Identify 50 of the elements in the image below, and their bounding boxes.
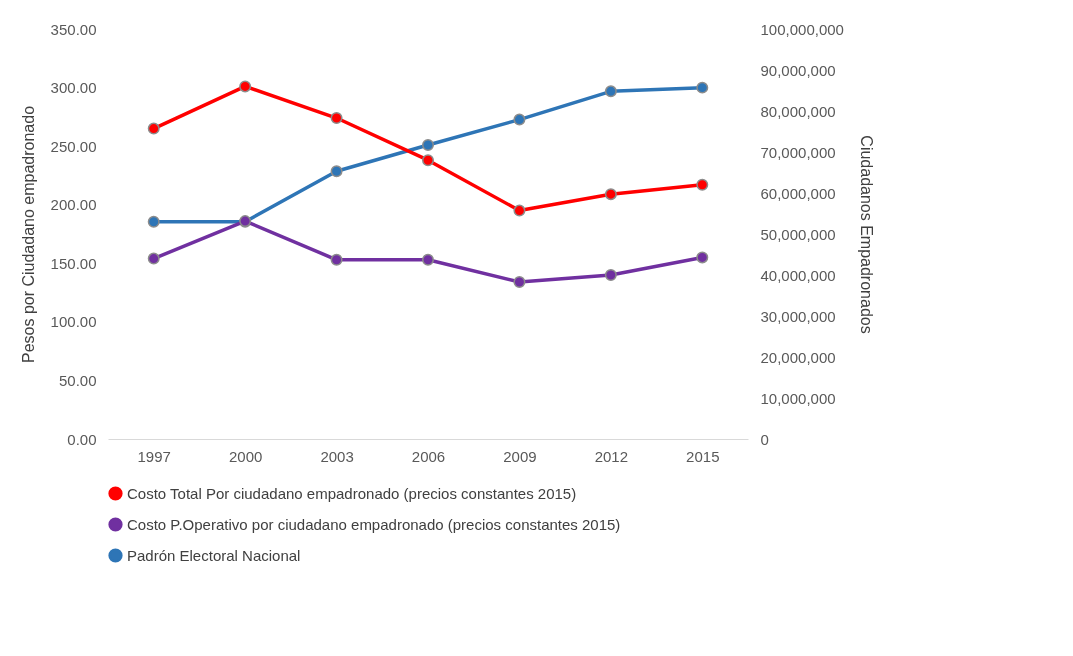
point [330, 112, 343, 125]
y2-tick-label: 40,000,000 [760, 266, 836, 284]
y2-tick-label: 30,000,000 [760, 307, 836, 325]
x-tick-label: 1997 [137, 447, 171, 465]
x-tick-label: 2003 [320, 447, 354, 465]
legend-label: Padrón Electoral Nacional [127, 546, 301, 564]
y-tick-label: 350.00 [50, 20, 97, 38]
y2-tick-label: 100,000,000 [760, 20, 844, 38]
point [604, 188, 617, 201]
point [422, 154, 434, 167]
y2-tick-label: 0 [760, 430, 769, 448]
y2-tick-label: 20,000,000 [760, 348, 836, 366]
point [330, 165, 343, 178]
y-tick-label: 0.00 [67, 430, 97, 448]
x-tick-label: 2009 [503, 447, 537, 465]
point [147, 122, 160, 135]
point [696, 178, 709, 191]
point [696, 251, 709, 264]
point [696, 81, 709, 94]
point [239, 80, 252, 93]
y-tick-label: 250.00 [50, 137, 97, 155]
y2-tick-label: 60,000,000 [760, 184, 836, 202]
point [513, 113, 526, 126]
y-tick-label: 50.00 [58, 371, 97, 389]
legend-label: Costo P.Operativo por ciudadano empadronado (precios constantes 2015) [127, 515, 621, 533]
x-tick-label: 2015 [686, 447, 720, 465]
y2-axis-title: Ciudadanos Empadronados [857, 135, 875, 334]
y2-tick-label: 90,000,000 [760, 61, 836, 79]
legend-label: Costo Total Por ciudadano empadronado (precios constantes 2015) [127, 484, 577, 502]
point [147, 215, 160, 228]
x-tick-label: 2006 [411, 447, 446, 465]
x-tick-label: 2000 [228, 447, 263, 465]
y2-tick-label: 50,000,000 [760, 225, 836, 243]
point [422, 139, 434, 152]
y-tick-label: 150.00 [50, 254, 97, 272]
y-axis-title: Pesos por Ciudadano empadronado [19, 105, 37, 364]
point [422, 253, 434, 266]
y2-tick-label: 10,000,000 [760, 389, 836, 407]
point [604, 269, 617, 281]
y-tick-label: 300.00 [50, 79, 97, 97]
y2-tick-label: 80,000,000 [760, 102, 836, 120]
x-tick-label: 2012 [594, 447, 629, 465]
point [604, 85, 617, 98]
y-tick-label: 100.00 [50, 313, 97, 331]
y2-tick-label: 70,000,000 [760, 143, 836, 161]
point [147, 252, 160, 265]
point [330, 253, 343, 266]
point [513, 204, 526, 217]
point [513, 276, 526, 289]
y-tick-label: 200.00 [50, 196, 97, 214]
